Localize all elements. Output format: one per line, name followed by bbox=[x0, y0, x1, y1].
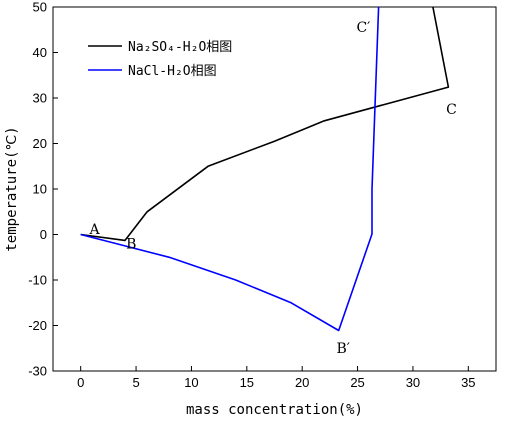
x-tick-label: 15 bbox=[240, 375, 254, 390]
y-tick-label: 10 bbox=[33, 182, 47, 197]
y-tick-label: -10 bbox=[28, 273, 47, 288]
series-layer bbox=[80, 7, 450, 332]
legend-label: Na₂SO₄-H₂O相图 bbox=[128, 40, 232, 55]
x-axis-title: mass concentration(%) bbox=[186, 402, 363, 418]
y-tick-label: 20 bbox=[33, 136, 47, 151]
series-line-1 bbox=[80, 7, 450, 242]
axes-layer: 0 5 10 15 20 25 30 35 -30 -20 -10 0 10 20 30 40 50 bbox=[28, 0, 497, 390]
x-tick-label: 20 bbox=[295, 375, 309, 390]
x-tick-label: 30 bbox=[406, 375, 420, 390]
y-tick-label: 50 bbox=[33, 0, 47, 15]
series-line-2 bbox=[80, 7, 380, 332]
y-tick-label: -20 bbox=[28, 318, 47, 333]
x-tick-label: 0 bbox=[77, 375, 84, 390]
y-tick-label: 0 bbox=[40, 227, 47, 242]
legend: Na₂SO₄-H₂O相图 NaCl-H₂O相图 bbox=[88, 40, 232, 79]
x-tick-label: 10 bbox=[184, 375, 198, 390]
x-tick-label: 25 bbox=[350, 375, 364, 390]
y-axis-title: temperature(℃) bbox=[4, 126, 20, 251]
x-tick-label: 5 bbox=[132, 375, 139, 390]
point-label: A bbox=[89, 222, 101, 238]
legend-label: NaCl-H₂O相图 bbox=[128, 64, 217, 79]
y-tick-label: -30 bbox=[28, 364, 47, 379]
x-tick-label: 35 bbox=[461, 375, 475, 390]
annotation-layer: A B C B′ C′ bbox=[89, 20, 457, 357]
point-label: C bbox=[446, 102, 457, 118]
point-label: C′ bbox=[356, 20, 370, 36]
y-tick-label: 40 bbox=[33, 45, 47, 60]
point-label: B′ bbox=[337, 341, 350, 357]
plot-frame bbox=[52, 6, 497, 372]
y-tick-label: 30 bbox=[33, 91, 47, 106]
point-label: B bbox=[126, 237, 136, 253]
